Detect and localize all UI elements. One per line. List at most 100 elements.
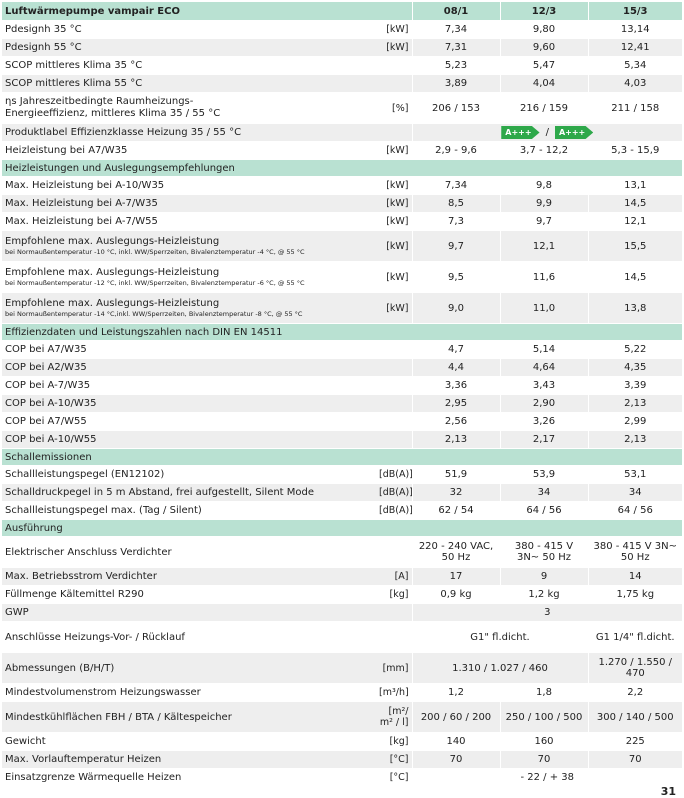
row-label: Pdesignh 35 °C: [2, 20, 376, 39]
label-note: bei Normaußentemperatur -12 °C, inkl. WW…: [5, 278, 305, 287]
table-row: Heizleistung bei A7/W35 [kW] 2,9 - 9,6 3,7 …: [2, 141, 682, 160]
value-cell: 64 / 56: [499, 501, 588, 520]
unit: [kW]: [376, 20, 412, 39]
unit: [kW]: [376, 230, 412, 262]
value-cell: 211 / 158: [587, 92, 682, 124]
table-row: Empfohlene max. Auslegungs-Heizleistung b…: [2, 230, 682, 262]
column-header: 12/3: [499, 2, 588, 21]
row-label: Pdesignh 55 °C: [2, 38, 376, 57]
unit: [kW]: [376, 261, 412, 293]
row-label: COP bei A2/W35: [2, 358, 376, 377]
section-title: Heizleistungen und Auslegungsempfehlunge…: [2, 159, 682, 177]
table-row: ηs Jahreszeitbedingte Raumheizungs- Energ…: [2, 92, 682, 124]
value-cell: 9,5: [411, 261, 500, 293]
value-cell: 3,89: [411, 74, 500, 93]
unit: [m³/h]: [376, 683, 412, 702]
row-label: COP bei A-7/W35: [2, 376, 376, 395]
row-label: SCOP mittleres Klima 35 °C: [2, 56, 376, 75]
value-cell: 1,2: [411, 683, 500, 702]
row-label: Mindestvolumenstrom Heizungswasser: [2, 683, 376, 702]
row-label: Füllmenge Kältemittel R290: [2, 585, 376, 604]
value-cell: 220 - 240 VAC, 50 Hz: [411, 536, 500, 568]
value-cell: 5,3 - 15,9: [587, 141, 682, 160]
value-cell: 3,43: [499, 376, 588, 395]
section-row: Schallemissionen: [2, 448, 682, 466]
value-cell: 380 - 415 V 3N~ 50 Hz: [587, 536, 682, 568]
value-cell: 5,14: [499, 340, 588, 359]
value-cell: 2,56: [411, 412, 500, 431]
table-row: Max. Heizleistung bei A-10/W35 [kW] 7,34 9,…: [2, 176, 682, 195]
unit: [376, 394, 412, 413]
value-cell: 51,9: [411, 465, 500, 484]
value-cell: 216 / 159: [499, 92, 588, 124]
value-cell: 11,6: [499, 261, 588, 293]
unit: [kW]: [376, 194, 412, 213]
table-row: Abmessungen (B/H/T) [mm] 1.310 / 1.027 / 4…: [2, 652, 682, 684]
label-text: Empfohlene max. Auslegungs-Heizleistung: [5, 266, 220, 278]
row-label: Empfohlene max. Auslegungs-Heizleistung b…: [2, 261, 376, 293]
value-cell: 3,36: [411, 376, 500, 395]
value-cell: - 22 / + 38: [411, 768, 682, 787]
value-cell: 2,90: [499, 394, 588, 413]
value-cell: 70: [587, 750, 682, 769]
value-cell: 2,13: [587, 394, 682, 413]
section-row: Effizienzdaten und Leistungszahlen nach …: [2, 323, 682, 341]
value-cell: 70: [411, 750, 500, 769]
value-cell: 9,0: [411, 292, 500, 324]
section-row: Ausführung: [2, 519, 682, 537]
table-row: GWP 3: [2, 603, 682, 622]
value-cell: 34: [587, 483, 682, 502]
value-cell: 13,8: [587, 292, 682, 324]
value-cell: 9,7: [411, 230, 500, 262]
table-row: COP bei A-7/W35 3,36 3,43 3,39: [2, 376, 682, 395]
value-cell: 200 / 60 / 200: [411, 701, 500, 733]
unit: [dB(A)]: [376, 465, 412, 484]
table-body: Luftwärmepumpe vampair ECO 08/1 12/3 15/…: [2, 2, 682, 787]
value-cell: 62 / 54: [411, 501, 500, 520]
table-row: Elektrischer Anschluss Verdichter 220 - 2…: [2, 536, 682, 568]
value-cell: 9,80: [499, 20, 588, 39]
table-row: Pdesignh 55 °C [kW] 7,31 9,60 12,41: [2, 38, 682, 57]
value-cell: 2,13: [411, 430, 500, 449]
value-cell: 17: [411, 567, 500, 586]
table-row: COP bei A-10/W35 2,95 2,90 2,13: [2, 394, 682, 413]
row-label: Anschlüsse Heizungs-Vor- / Rücklauf: [2, 621, 376, 653]
unit: [376, 412, 412, 431]
spec-table: Luftwärmepumpe vampair ECO 08/1 12/3 15/…: [2, 2, 682, 787]
unit: [dB(A)]: [376, 501, 412, 520]
row-label: Einsatzgrenze Wärmequelle Heizen: [2, 768, 376, 787]
value-cell: 11,0: [499, 292, 588, 324]
table-row: Schallleistungspegel max. (Tag / Silent)…: [2, 501, 682, 520]
value-cell: 13,1: [587, 176, 682, 195]
value-cell: 9: [499, 567, 588, 586]
value-cell: 4,03: [587, 74, 682, 93]
row-label: Schallleistungspegel max. (Tag / Silent): [2, 501, 376, 520]
value-cell: 9,7: [499, 212, 588, 231]
value-cell: 7,3: [411, 212, 500, 231]
value-cell: 53,1: [587, 465, 682, 484]
value-cell: 5,23: [411, 56, 500, 75]
row-label: Max. Vorlauftemperatur Heizen: [2, 750, 376, 769]
label-note: bei Normaußentemperatur -14 °C,inkl. WW/…: [5, 309, 303, 318]
row-label: Max. Betriebsstrom Verdichter: [2, 567, 376, 586]
value-cell: 7,31: [411, 38, 500, 57]
table-row: Produktlabel Effizienzklasse Heizung 35 …: [2, 123, 682, 142]
value-cell: 3,7 - 12,2: [499, 141, 588, 160]
unit: [kg]: [376, 732, 412, 751]
value-cell: 14,5: [587, 261, 682, 293]
unit: [376, 603, 412, 622]
row-label: Mindestkühlflächen FBH / BTA / Kältespei…: [2, 701, 376, 733]
value-cell: 225: [587, 732, 682, 751]
value-cell: 32: [411, 483, 500, 502]
value-cell: 13,14: [587, 20, 682, 39]
value-cell: 2,17: [499, 430, 588, 449]
unit: [376, 430, 412, 449]
separator: /: [545, 127, 549, 138]
value-cell: 1,2 kg: [499, 585, 588, 604]
value-cell: 3: [411, 603, 682, 622]
value-cell: 2,95: [411, 394, 500, 413]
value-cell: 12,1: [499, 230, 588, 262]
row-label: Empfohlene max. Auslegungs-Heizleistung b…: [2, 230, 376, 262]
row-label: COP bei A7/W55: [2, 412, 376, 431]
unit: [kW]: [376, 292, 412, 324]
